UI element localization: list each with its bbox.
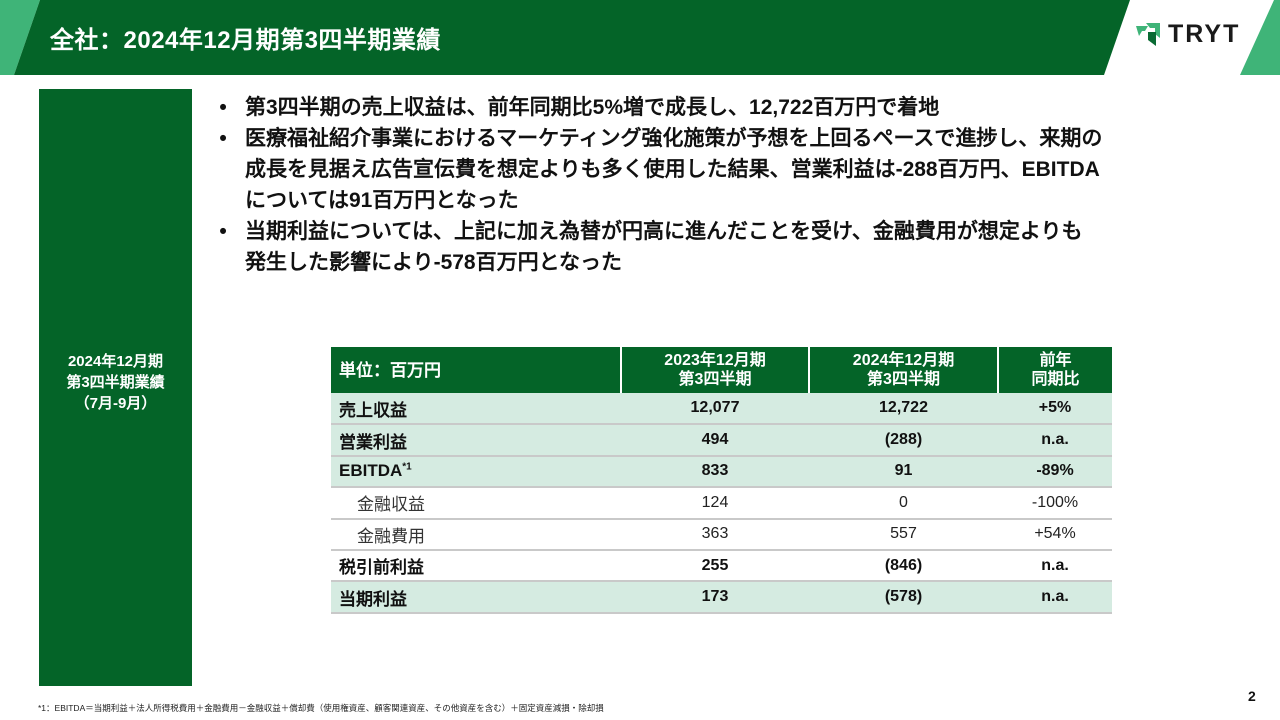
cell-fy2023: 494 [621,424,809,457]
bullet-text: 当期利益については、上記に加え為替が円高に進んだことを受け、金融費用が想定よりも [245,220,1083,243]
period-label-line: 2024年12月期 [67,353,164,370]
cell-fy2024: (578) [809,581,998,614]
period-label-line: 第3四半期業績 [66,374,165,391]
page-title: 全社：2024年12月期第3四半期業績 [50,27,441,54]
bullet-text: 医療福祉紹介事業におけるマーケティング強化施策が予想を上回るペースで進捗し、来期… [245,127,1103,150]
header-background-shapes [0,0,1280,75]
row-label: 売上収益 [331,393,621,426]
footnote: *1：EBITDA＝当期利益＋法人所得税費用＋金融費用－金融収益＋償却費（使用権… [38,703,604,713]
header-bar: 全社：2024年12月期第3四半期業績 [0,0,1280,75]
table-header-row: 単位：百万円 2023年12月期 第3四半期 2024年12月期 第3四半期 前年同… [331,347,1112,393]
cell-fy2024: (846) [809,549,998,583]
cell-yoy: -100% [998,487,1112,520]
cell-fy2024: 12,722 [809,393,998,426]
company-logo: TRYT [1134,18,1240,50]
row-label: 税引前利益 [331,549,621,583]
cell-yoy: +5% [998,393,1112,426]
cell-yoy: n.a. [998,424,1112,457]
bullet-item: • 当期利益については、上記に加え為替が円高に進んだことを受け、金融費用が想定よ… [213,216,1243,278]
bullet-dot-icon: • [219,220,227,243]
column-header-yoy: 前年 同期比 [998,347,1112,393]
cell-yoy: n.a. [998,549,1112,583]
cell-fy2023: 255 [621,549,809,583]
cell-fy2024: 91 [809,455,998,489]
column-header-fy2023: 2023年12月期 第3四半期 [621,347,810,393]
column-header-fy2024: 2024年12月期 第3四半期 [809,347,999,393]
column-header-unit: 単位：百万円 [331,347,622,393]
period-label: 2024年12月期 第3四半期業績 （7月-9月） [39,351,192,414]
financial-results-table: 単位：百万円 2023年12月期 第3四半期 2024年12月期 第3四半期 前年同… [331,347,1112,614]
bullet-text: については91百万円となった [245,189,519,212]
table-row: 税引前利益 255 (846) n.a. [331,549,1112,583]
row-label: 営業利益 [331,424,621,457]
cell-fy2024: (288) [809,424,998,457]
table-row: 営業利益 494 (288) n.a. [331,424,1112,457]
table-row: 当期利益 173 (578) n.a. [331,581,1112,614]
cell-fy2023: 12,077 [621,393,809,426]
cell-fy2024: 0 [809,487,998,520]
cell-fy2024: 557 [809,518,998,551]
cell-yoy: n.a. [998,581,1112,614]
table-row: 売上収益 12,077 12,722 +5% [331,393,1112,426]
table-row: EBITDA*1 833 91 -89% [331,455,1112,489]
tryt-arrow-icon [1136,23,1160,46]
bullet-dot-icon: • [219,127,227,150]
bullet-text: 発生した影響により-578百万円となった [245,251,622,274]
bullet-text: 第3四半期の売上収益は、前年同期比5%増で成長し、12,722百万円で着地 [245,96,940,119]
bullet-item: • 医療福祉紹介事業におけるマーケティング強化施策が予想を上回るペースで進捗し、… [213,123,1243,216]
table-row: 金融収益 124 0 -100% [331,487,1112,520]
cell-fy2023: 833 [621,455,809,489]
row-label: 金融費用 [331,518,621,551]
cell-fy2023: 173 [621,581,809,614]
bullet-text: 成長を見据え広告宣伝費を想定よりも多く使用した結果、営業利益は-288百万円、E… [245,158,1100,181]
footnote-marker: *1 [402,461,412,473]
bullet-dot-icon: • [219,96,227,119]
bullet-item: • 第3四半期の売上収益は、前年同期比5%増で成長し、12,722百万円で着地 [213,92,1243,123]
logo-text: TRYT [1168,19,1241,48]
cell-yoy: -89% [998,455,1112,489]
side-panel: 2024年12月期 第3四半期業績 （7月-9月） [39,89,192,686]
summary-bullets: • 第3四半期の売上収益は、前年同期比5%増で成長し、12,722百万円で着地 … [213,92,1243,278]
cell-yoy: +54% [998,518,1112,551]
table-row: 金融費用 363 557 +54% [331,518,1112,551]
cell-fy2023: 363 [621,518,809,551]
page-number: 2 [1248,688,1256,704]
cell-fy2023: 124 [621,487,809,520]
row-label: 金融収益 [331,487,621,520]
row-label: EBITDA*1 [331,455,621,489]
period-label-line: （7月-9月） [74,395,157,412]
row-label: 当期利益 [331,581,621,614]
